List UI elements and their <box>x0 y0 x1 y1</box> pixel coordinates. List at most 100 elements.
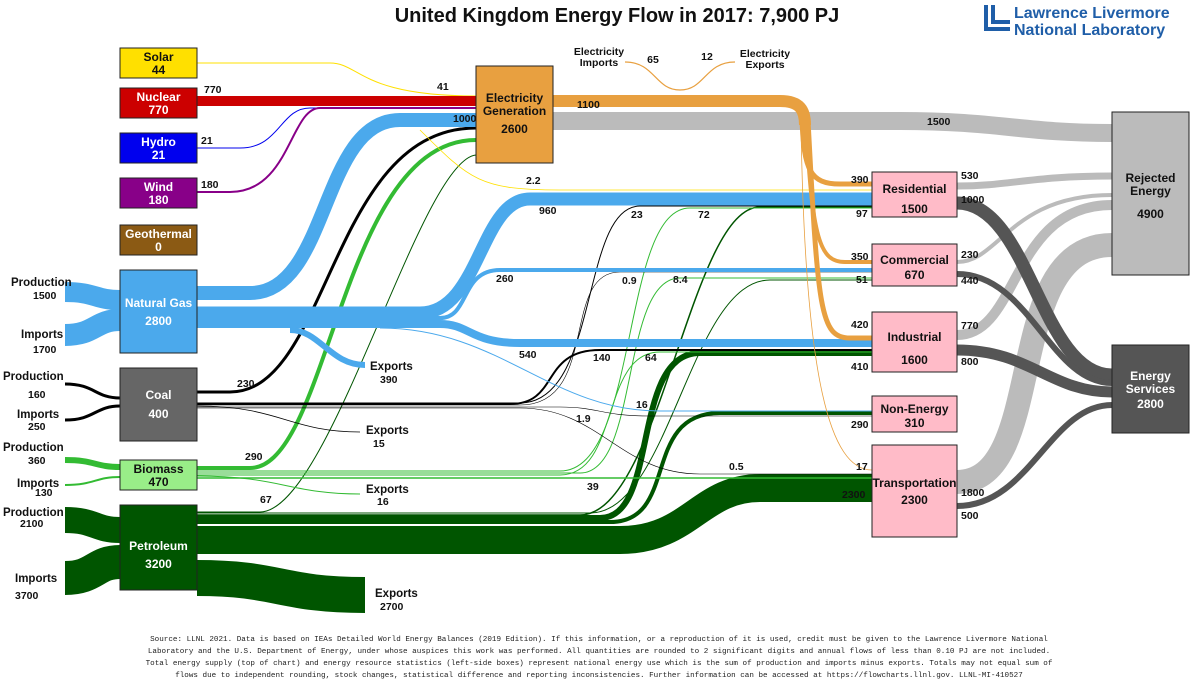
elec-imports-name-2: Imports <box>580 57 619 69</box>
source-nuclear-box <box>119 87 198 119</box>
footnote-line-4: flows due to independent rounding, stock… <box>175 672 1023 680</box>
logo-line1: Lawrence Livermore <box>1014 5 1170 22</box>
source-geothermal-box <box>119 224 198 256</box>
source-natural-gas: Natural Gas 2800 <box>119 269 198 354</box>
flow-residential-rejected <box>956 172 1113 190</box>
source-petroleum-value: 3200 <box>145 557 172 571</box>
flow-biomass-commercial <box>197 277 872 474</box>
bio-imports-value: 130 <box>35 487 53 499</box>
source-biomass-box <box>119 459 198 491</box>
label-gas-nonenergy: 16 <box>636 399 648 411</box>
gas-exports-value: 390 <box>380 374 398 386</box>
coal-exports-value: 15 <box>373 438 385 450</box>
flow-gas-industrial <box>197 320 872 347</box>
sector-residential-value: 1500 <box>901 202 928 216</box>
electricity-generation-name-2: Generation <box>483 104 546 118</box>
label-wind-elec: 180 <box>201 179 219 191</box>
flow-coal-production <box>64 382 121 400</box>
bio-imports-name: Imports <box>17 478 59 490</box>
label-com-rej: 230 <box>961 249 979 261</box>
label-gas-res: 960 <box>539 205 557 217</box>
source-coal: Coal 400 <box>119 367 198 442</box>
source-natural-gas-box <box>119 269 198 354</box>
source-solar: Solar 44 <box>119 47 198 79</box>
flow-elec-imports <box>624 61 736 91</box>
source-natural-gas-name: Natural Gas <box>125 296 193 310</box>
gas-imports-value: 1700 <box>33 344 57 356</box>
energy-services-name-1: Energy <box>1130 369 1171 383</box>
label-pet-elec: 67 <box>260 494 272 506</box>
sector-non-energy-value: 310 <box>904 416 924 430</box>
pet-exports-value: 2700 <box>380 601 404 613</box>
label-coal-trans: 0.5 <box>729 461 744 473</box>
flow-petroleum-elec <box>197 154 477 513</box>
sector-residential-name: Residential <box>882 182 946 196</box>
label-pet-com: 51 <box>856 274 868 286</box>
source-hydro-value: 21 <box>152 148 166 162</box>
pet-imports-name: Imports <box>15 573 57 585</box>
flow-petroleum-transportation <box>197 474 872 554</box>
pet-imports-value: 3700 <box>15 590 39 602</box>
label-coal-elec: 230 <box>237 378 255 390</box>
rejected-energy-value: 4900 <box>1137 207 1164 221</box>
energy-services-value: 2800 <box>1137 397 1164 411</box>
source-petroleum-name: Petroleum <box>129 539 188 553</box>
source-wind-value: 180 <box>148 193 168 207</box>
flow-gas-elec <box>197 113 476 300</box>
label-elec-out: 1100 <box>577 99 600 111</box>
flow-coal-residential <box>197 205 872 404</box>
gas-imports-name: Imports <box>21 329 63 341</box>
flow-elec-industrial <box>805 119 872 341</box>
export-labels: Exports 390 Exports 15 Exports 16 Export… <box>366 361 418 613</box>
electricity-generation: Electricity Generation 2600 <box>475 65 554 164</box>
label-bio-trans: 39 <box>587 481 599 493</box>
label-bio-ind: 64 <box>645 352 657 364</box>
flow-wind-elec <box>197 107 476 193</box>
label-ind-rej: 770 <box>961 320 979 332</box>
label-ind-srv: 800 <box>961 356 979 368</box>
source-geothermal-value: 0 <box>155 240 162 254</box>
source-geothermal: Geothermal 0 <box>119 224 198 256</box>
gas-production-name: Production <box>11 277 72 289</box>
footnote-line-2: Laboratory and the U.S. Department of En… <box>148 648 1050 656</box>
sector-transportation-name: Transportation <box>872 476 956 490</box>
flow-gas-production <box>64 282 121 310</box>
sector-commercial: Commercial 670 <box>871 243 958 287</box>
source-biomass: Biomass 470 <box>119 459 198 491</box>
sector-industrial-name: Industrial <box>887 330 941 344</box>
label-elec-res: 390 <box>851 174 869 186</box>
source-petroleum-box <box>119 504 198 591</box>
flow-coal-commercial <box>197 271 872 406</box>
energy-services-box <box>1111 344 1190 434</box>
rejected-energy-box <box>1111 111 1190 276</box>
flow-coal-transportation <box>197 407 872 475</box>
flow-petroleum-residential <box>197 206 872 516</box>
electricity-generation-box <box>475 65 554 164</box>
flows <box>64 61 1113 613</box>
rejected-energy: Rejected Energy 4900 <box>1111 111 1190 276</box>
label-solar-elec: 41 <box>437 81 449 93</box>
source-natural-gas-value: 2800 <box>145 314 172 328</box>
gas-production-value: 1500 <box>33 290 57 302</box>
coal-exports-name: Exports <box>366 425 409 437</box>
sector-non-energy-box <box>871 395 958 433</box>
rejected-energy-name-2: Energy <box>1130 184 1171 198</box>
source-nuclear-value: 770 <box>148 103 168 117</box>
flow-gas-commercial <box>197 268 872 320</box>
flow-biomass-exports <box>196 475 361 495</box>
label-gas-elec: 1000 <box>453 113 477 125</box>
label-coal-res: 23 <box>631 209 643 221</box>
label-com-srv: 440 <box>961 275 979 287</box>
electricity-trade: Electricity Imports 65 12 Electricity Ex… <box>574 46 790 71</box>
sector-commercial-box <box>871 243 958 287</box>
flow-hydro-elec <box>197 107 476 149</box>
bio-exports-name: Exports <box>366 484 409 496</box>
label-trans-srv: 500 <box>961 510 979 522</box>
source-nuclear: Nuclear 770 <box>119 87 198 119</box>
rejected-energy-name-1: Rejected <box>1125 171 1175 185</box>
label-elec-trans: 17 <box>856 461 868 473</box>
flow-coal-elec <box>197 126 477 394</box>
source-coal-name: Coal <box>145 388 171 402</box>
sector-non-energy-name: Non-Energy <box>880 402 948 416</box>
